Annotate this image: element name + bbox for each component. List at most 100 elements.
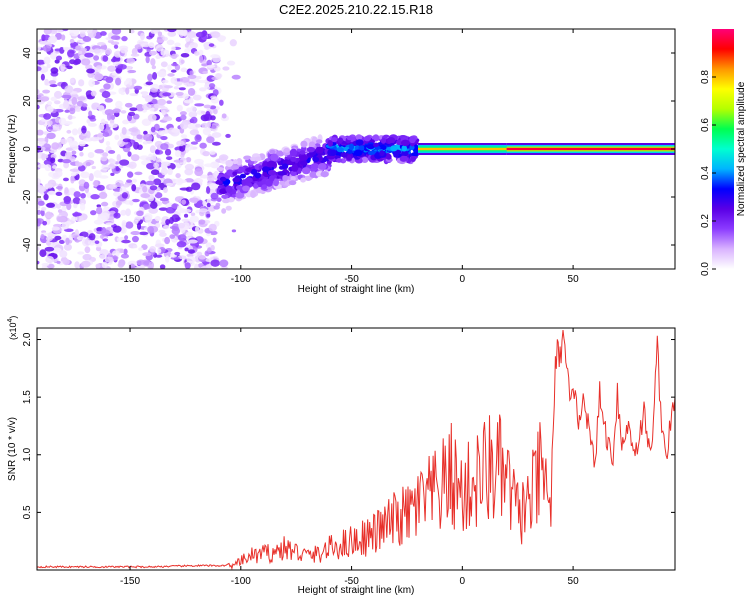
heatmap-cell <box>336 158 343 163</box>
heatmap-cell <box>154 243 165 248</box>
heatmap-y-axis-label: Frequency (Hz) <box>7 115 18 184</box>
heatmap-cell <box>180 121 189 130</box>
heatmap-cell <box>206 213 211 218</box>
heatmap-cell <box>128 161 137 169</box>
heatmap-cell <box>86 192 92 199</box>
heatmap-cell <box>61 222 70 230</box>
heatmap-cell <box>70 176 75 184</box>
heatmap-cell <box>206 136 215 144</box>
heatmap-x-tick-label: 50 <box>568 274 580 285</box>
heatmap-cell <box>94 148 105 154</box>
heatmap-cell <box>113 191 121 197</box>
heatmap-cell <box>327 140 334 147</box>
heatmap-cell <box>201 122 209 129</box>
heatmap-cell <box>69 168 80 172</box>
heatmap-cell <box>218 154 229 161</box>
heatmap-cell <box>124 102 133 108</box>
heatmap-cell <box>66 65 73 70</box>
heatmap-cell <box>254 172 262 179</box>
heatmap-cell <box>150 201 158 209</box>
heatmap-cell <box>110 114 116 121</box>
heatmap-cell <box>86 119 91 124</box>
heatmap-cell <box>124 235 129 240</box>
heatmap-cell <box>74 261 80 269</box>
heatmap-cell <box>179 76 190 83</box>
heatmap-cell <box>156 38 165 44</box>
heatmap-cell <box>105 222 115 226</box>
heatmap-cell <box>160 106 169 114</box>
heatmap-cell <box>75 162 84 167</box>
heatmap-x-tick-label: 0 <box>460 274 466 285</box>
heatmap-cell <box>160 135 168 141</box>
heatmap-cell <box>52 247 62 254</box>
heatmap-cell <box>177 179 187 184</box>
heatmap-cell <box>178 222 186 229</box>
heatmap-cell <box>109 210 116 215</box>
heatmap-cell <box>104 256 114 263</box>
heatmap-cell <box>118 164 124 169</box>
heatmap-cell <box>385 154 392 160</box>
heatmap-cell <box>100 229 111 236</box>
heatmap-cell <box>181 199 187 205</box>
heatmap-cell <box>37 178 42 185</box>
heatmap-cell <box>55 186 63 190</box>
heatmap-cell <box>236 157 243 166</box>
heatmap-cell <box>145 56 150 64</box>
colorbar-tick-label: 0.2 <box>700 214 711 228</box>
heatmap-cell <box>176 241 187 248</box>
heatmap-cell <box>143 130 148 135</box>
heatmap-cell <box>46 132 56 140</box>
heatmap-cell <box>142 252 152 257</box>
heatmap-cell <box>102 152 109 158</box>
heatmap-cell <box>216 197 222 202</box>
heatmap-cell <box>48 190 55 195</box>
heatmap-ridge <box>506 147 675 151</box>
snr-frame <box>36 327 676 571</box>
heatmap-cell <box>221 194 229 199</box>
heatmap-cell <box>346 135 353 141</box>
heatmap-cell <box>112 225 122 233</box>
heatmap-cell <box>81 125 87 134</box>
heatmap-cell <box>158 207 168 211</box>
heatmap-cell <box>113 212 121 219</box>
heatmap-cell <box>53 100 61 105</box>
heatmap-cell <box>195 123 202 128</box>
heatmap-cell <box>219 99 224 106</box>
heatmap-y-tick-label: -40 <box>22 237 33 252</box>
heatmap-cell <box>90 210 97 216</box>
heatmap-cell <box>121 36 128 42</box>
heatmap-cell <box>178 87 186 91</box>
heatmap-cell <box>122 119 130 125</box>
heatmap-cell <box>203 104 212 109</box>
heatmap-cell <box>129 200 134 206</box>
snr-multiplier-exp: 4 <box>7 318 14 322</box>
heatmap-cell <box>77 165 86 172</box>
heatmap-cell <box>73 191 81 198</box>
heatmap-cell <box>140 42 150 48</box>
heatmap-cell <box>58 117 67 126</box>
heatmap-cell <box>196 75 202 80</box>
heatmap-cell <box>184 247 189 252</box>
heatmap-cell <box>122 183 130 188</box>
heatmap-cell <box>237 166 246 173</box>
heatmap-cell <box>222 198 230 204</box>
snr-x-tick-label: -100 <box>231 576 251 587</box>
heatmap-cell <box>367 150 377 156</box>
heatmap-cell <box>157 98 167 106</box>
heatmap-cell <box>101 90 111 99</box>
heatmap-cell <box>72 212 82 217</box>
heatmap-cell <box>163 85 174 89</box>
heatmap-cell <box>105 48 112 55</box>
heatmap-cell <box>45 255 55 264</box>
heatmap-cell <box>121 126 127 135</box>
heatmap-cell <box>167 73 175 77</box>
heatmap-cell <box>151 65 157 70</box>
heatmap-cell <box>44 212 55 218</box>
heatmap-cell <box>95 263 101 269</box>
heatmap-cell <box>149 246 157 253</box>
heatmap-cell <box>244 177 253 184</box>
heatmap-cell <box>37 129 44 136</box>
heatmap-cell <box>148 261 155 269</box>
heatmap-cell <box>155 54 161 59</box>
heatmap-cell <box>330 149 337 156</box>
